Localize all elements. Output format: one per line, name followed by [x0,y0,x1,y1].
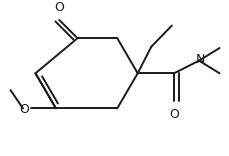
Text: O: O [54,1,64,14]
Text: O: O [168,108,178,121]
Text: N: N [195,53,204,66]
Text: O: O [19,102,29,116]
